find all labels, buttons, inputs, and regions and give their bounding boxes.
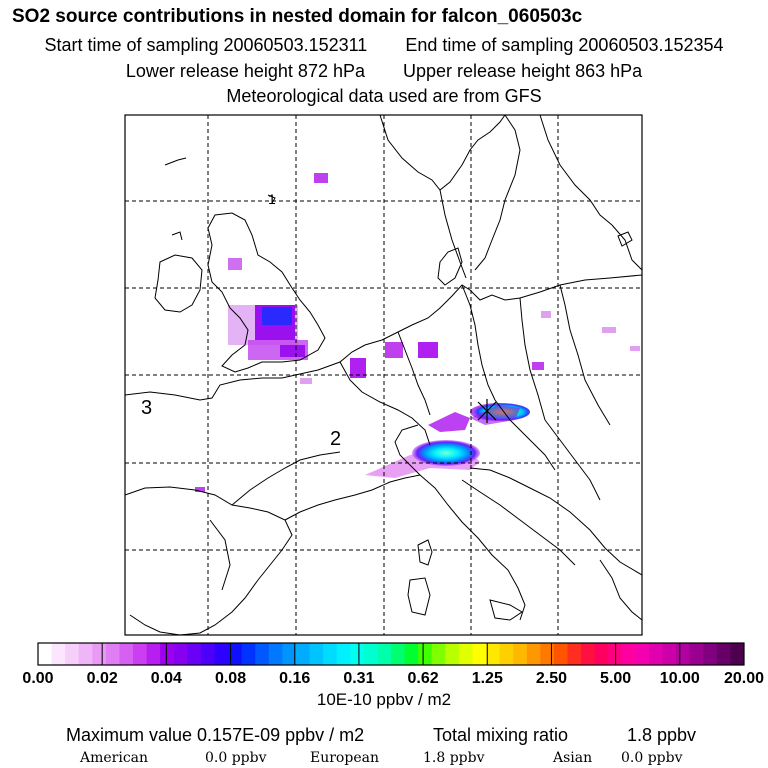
american-value: 0.0 ppbv [205, 750, 267, 766]
total-mixing-value: 1.8 ppbv [627, 725, 697, 745]
colorbar-tick-label: 0.00 [22, 670, 54, 687]
colorbar-tick-label: 0.04 [150, 670, 182, 687]
region-label-1: 1 [268, 191, 276, 207]
asian-value: 0.0 ppbv [621, 750, 683, 766]
total-mixing-label: Total mixing ratio [433, 725, 569, 745]
sampling-times: Start time of sampling 20060503.152311 En… [0, 35, 768, 56]
start-time-label: Start time of sampling 20060503.152311 [44, 35, 368, 55]
european-value: 1.8 ppbv [423, 750, 485, 766]
max-value-label: Maximum value 0.157E-09 ppbv / m2 [66, 725, 365, 745]
european-label: European [310, 750, 379, 766]
region-label-2: 2 [330, 428, 341, 450]
region-label-3: 3 [141, 397, 152, 419]
met-data-label: Meteorological data used are from GFS [226, 86, 542, 106]
coastlines [125, 115, 642, 635]
colorbar-tick-label: 1.25 [471, 670, 503, 687]
upper-release-label: Upper release height 863 hPa [403, 61, 643, 81]
colorbar-tick-label: 20.00 [723, 670, 765, 687]
map-border [124, 114, 643, 636]
colorbar-units: 10E-10 ppbv / m2 [316, 690, 452, 709]
colorbar-tick-label: 5.00 [600, 670, 632, 687]
colorbar-tick-label: 0.16 [279, 670, 311, 687]
grid-lines [125, 115, 642, 635]
plume-layer [195, 173, 640, 492]
colorbar-tick-label: 0.02 [86, 670, 118, 687]
end-time-label: End time of sampling 20060503.152354 [405, 35, 724, 55]
colorbar-tick-label: 0.31 [343, 670, 375, 687]
lower-release-label: Lower release height 872 hPa [125, 61, 365, 81]
colorbar-tick-label: 2.50 [535, 670, 568, 687]
colorbar-tick-label: 10.00 [659, 670, 700, 687]
colorbar-tick-label: 0.08 [214, 670, 247, 687]
release-heights: Lower release height 872 hPa Upper releas… [0, 61, 768, 82]
map-title: SO2 source contributions in nested domai… [12, 6, 583, 27]
release-site-marker [477, 399, 497, 423]
american-label: American [80, 750, 149, 766]
asian-label: Asian [553, 750, 593, 766]
colorbar-tick-label: 0.62 [407, 670, 439, 687]
